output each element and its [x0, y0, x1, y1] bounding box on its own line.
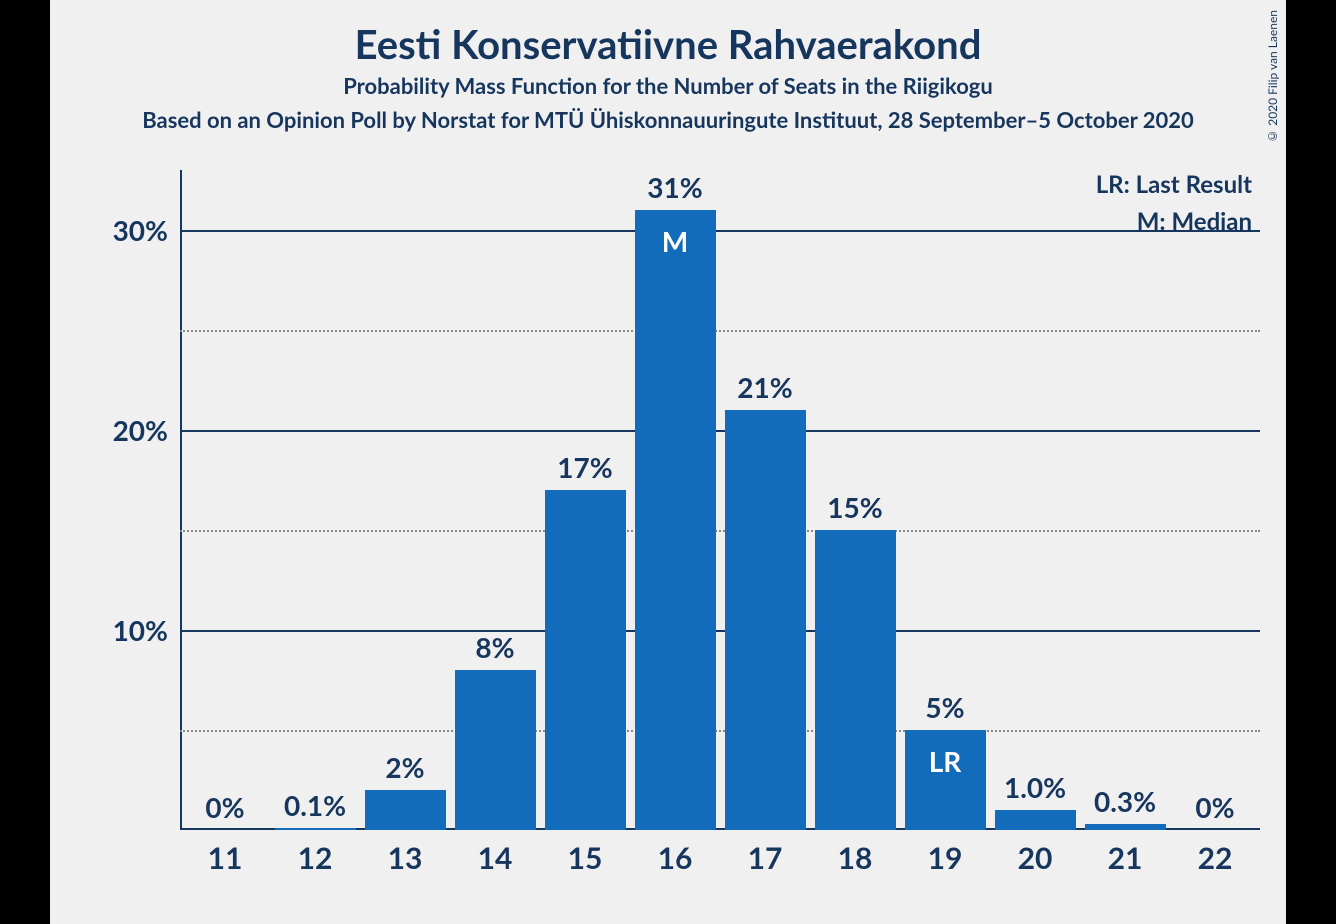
bar-value-label: 0.1% [284, 788, 346, 828]
legend-lr: LR: Last Result [1096, 170, 1252, 199]
x-tick-label: 19 [928, 830, 963, 876]
grid-minor [180, 730, 1260, 732]
x-tick-label: 15 [568, 830, 603, 876]
y-tick-label: 20% [113, 413, 180, 447]
bar-annotation: M [662, 224, 688, 258]
x-tick-label: 16 [658, 830, 693, 876]
bar-value-label: 1.0% [1004, 770, 1066, 810]
bar: 1.0% [995, 810, 1076, 830]
grid-major [180, 230, 1260, 232]
bar: 15% [815, 530, 896, 830]
grid-minor [180, 330, 1260, 332]
grid-major [180, 630, 1260, 632]
bar-value-label: 17% [557, 450, 612, 490]
bar-value-label: 15% [827, 490, 882, 530]
grid-major [180, 430, 1260, 432]
x-tick-label: 18 [838, 830, 873, 876]
bar: 21% [725, 410, 806, 830]
x-tick-label: 12 [298, 830, 333, 876]
grid-minor [180, 530, 1260, 532]
bar-value-label: 31% [647, 170, 702, 210]
plot-area: LR: Last Result M: Median 10%20%30%0%110… [180, 170, 1260, 830]
bar: 2% [365, 790, 446, 830]
bar-value-label: 0% [205, 790, 244, 830]
x-tick-label: 14 [478, 830, 513, 876]
x-tick-label: 20 [1018, 830, 1053, 876]
legend: LR: Last Result M: Median [1096, 170, 1252, 244]
bar: 5%LR [905, 730, 986, 830]
y-tick-label: 30% [113, 213, 180, 247]
y-tick-label: 10% [113, 613, 180, 647]
bar-value-label: 8% [475, 630, 514, 670]
x-tick-label: 13 [388, 830, 423, 876]
bar: 31%M [635, 210, 716, 830]
bar: 17% [545, 490, 626, 830]
x-tick-label: 17 [748, 830, 783, 876]
bar: 8% [455, 670, 536, 830]
x-tick-label: 21 [1108, 830, 1143, 876]
copyright-text: © 2020 Filip van Laenen [1265, 10, 1280, 144]
bar-value-label: 21% [737, 370, 792, 410]
bar-value-label: 2% [385, 750, 424, 790]
bar-value-label: 0.3% [1094, 784, 1156, 824]
bar-value-label: 5% [925, 690, 964, 730]
chart-title: Eesti Konservatiivne Rahvaerakond [50, 20, 1286, 68]
chart-canvas: Eesti Konservatiivne Rahvaerakond Probab… [50, 0, 1286, 924]
chart-source: Based on an Opinion Poll by Norstat for … [50, 106, 1286, 133]
x-tick-label: 22 [1198, 830, 1233, 876]
x-tick-label: 11 [208, 830, 243, 876]
bar-annotation: LR [929, 744, 962, 778]
bar-value-label: 0% [1195, 790, 1234, 830]
chart-subtitle: Probability Mass Function for the Number… [50, 72, 1286, 99]
